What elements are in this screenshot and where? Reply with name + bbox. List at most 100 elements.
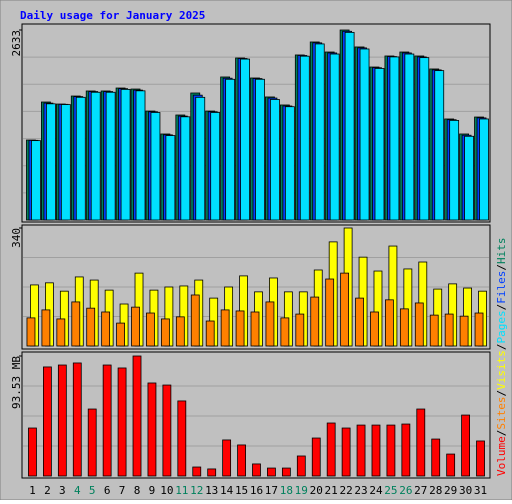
bar [28, 427, 37, 477]
x-tick-label: 4 [74, 484, 81, 497]
bar [105, 91, 116, 221]
bar [326, 422, 336, 477]
bar [46, 103, 56, 221]
bar [190, 294, 200, 347]
bar [401, 423, 411, 477]
x-tick-label: 6 [104, 484, 111, 497]
x-tick-label: 23 [354, 484, 367, 497]
bar [284, 106, 295, 221]
bar [131, 306, 140, 347]
bar [252, 463, 261, 477]
bar [444, 313, 454, 347]
bar [150, 112, 161, 221]
bar [281, 467, 291, 477]
bar [195, 96, 206, 221]
bar [429, 314, 439, 347]
bar [57, 364, 67, 477]
x-tick-label: 12 [190, 484, 203, 497]
bar [175, 316, 185, 347]
bar [71, 301, 81, 347]
bar [386, 424, 396, 477]
bar [41, 309, 51, 347]
bar [355, 297, 364, 347]
bar [250, 311, 260, 347]
bar [235, 310, 245, 347]
bar [192, 466, 202, 477]
bar [399, 308, 409, 347]
bar [356, 424, 366, 477]
bar [162, 384, 172, 477]
x-tick-label: 19 [295, 484, 308, 497]
legend-entry: Files [495, 271, 508, 304]
bar [101, 311, 111, 347]
bar [26, 317, 36, 347]
bar [135, 90, 146, 221]
x-tick-label: 31 [474, 484, 487, 497]
bar [314, 43, 325, 221]
bar [180, 116, 191, 221]
x-tick-label: 18 [280, 484, 293, 497]
bar [299, 55, 310, 221]
bar [385, 299, 394, 347]
x-tick-label: 13 [205, 484, 218, 497]
x-tick-label: 28 [429, 484, 442, 497]
bar [341, 427, 351, 477]
bar [220, 309, 230, 347]
bar [86, 307, 96, 347]
x-tick-label: 24 [369, 484, 383, 497]
bar [404, 53, 415, 221]
bar [31, 140, 41, 221]
bar [270, 99, 280, 221]
bar [446, 453, 456, 477]
x-tick-label: 1 [29, 484, 36, 497]
bar [207, 468, 217, 477]
bar [102, 364, 112, 477]
x-tick-label: 30 [459, 484, 472, 497]
bar [295, 313, 305, 347]
bar [374, 68, 385, 221]
x-tick-label: 8 [134, 484, 141, 497]
legend-separator: / [495, 344, 508, 351]
bar [434, 70, 445, 221]
bar [237, 444, 246, 477]
bar [147, 382, 157, 477]
bar [72, 362, 82, 477]
bar [132, 355, 142, 477]
x-tick-label: 25 [384, 484, 397, 497]
legend-entry: Visits [495, 350, 508, 390]
x-tick-label: 17 [265, 484, 278, 497]
bar [267, 467, 276, 477]
bar [205, 320, 215, 347]
bar [225, 78, 236, 221]
bar [240, 58, 250, 221]
bar [177, 400, 187, 477]
x-tick-label: 9 [149, 484, 156, 497]
bar [296, 455, 306, 477]
bar [389, 56, 400, 221]
bar [461, 414, 470, 477]
x-tick-label: 11 [175, 484, 188, 497]
bar [329, 53, 340, 221]
legend-entry: Volume [495, 436, 508, 476]
x-tick-label: 29 [444, 484, 457, 497]
x-tick-label: 7 [119, 484, 126, 497]
bar [464, 135, 474, 221]
x-tick-label: 22 [339, 484, 352, 497]
bar [117, 367, 127, 477]
legend-separator: / [495, 264, 508, 271]
bar [474, 312, 484, 347]
bar [479, 118, 489, 221]
bar [310, 296, 320, 347]
bar [165, 135, 176, 221]
bar [431, 438, 441, 477]
legend-separator: / [495, 304, 508, 311]
bar [75, 96, 86, 221]
y-tick-label: 340 [10, 228, 23, 248]
legend-separator: / [495, 390, 508, 397]
x-tick-label: 2 [44, 484, 51, 497]
x-tick-label: 26 [399, 484, 412, 497]
bar [60, 104, 71, 221]
bar [265, 301, 275, 347]
bar [359, 48, 370, 221]
